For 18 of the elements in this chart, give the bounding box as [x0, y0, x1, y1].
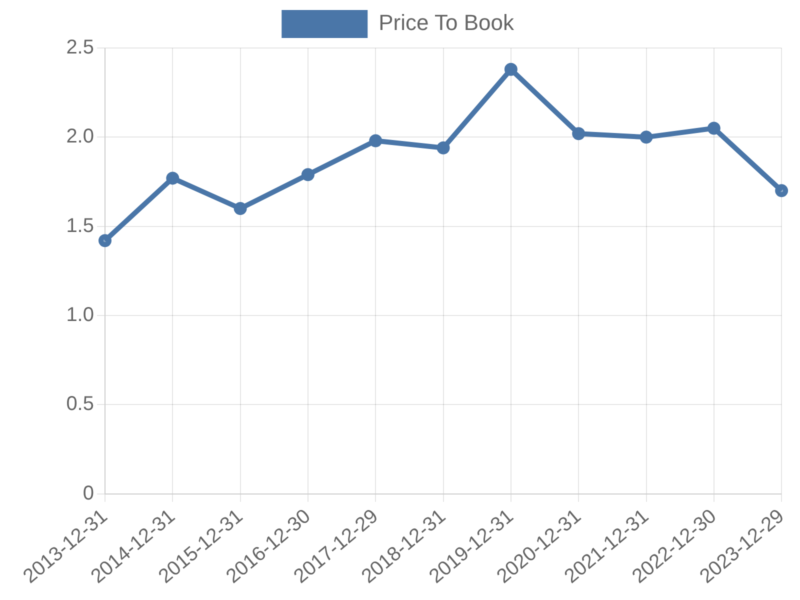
point — [166, 172, 180, 185]
point — [234, 202, 247, 216]
point — [98, 234, 112, 248]
y-tick-label: 2.5 — [66, 36, 94, 59]
legend-label: Price To Book — [378, 10, 515, 36]
point — [369, 134, 382, 148]
y-tick-label: 0.5 — [66, 393, 94, 416]
point — [504, 62, 518, 76]
point — [572, 127, 586, 140]
y-tick-label: 0 — [82, 482, 94, 504]
point — [436, 141, 450, 154]
point — [775, 184, 788, 198]
y-tick-label: 1.0 — [66, 304, 94, 326]
point — [301, 168, 314, 182]
point — [640, 130, 653, 144]
y-tick-label: 1.5 — [66, 214, 94, 237]
point — [707, 122, 720, 135]
y-tick-label: 2.0 — [66, 126, 94, 148]
